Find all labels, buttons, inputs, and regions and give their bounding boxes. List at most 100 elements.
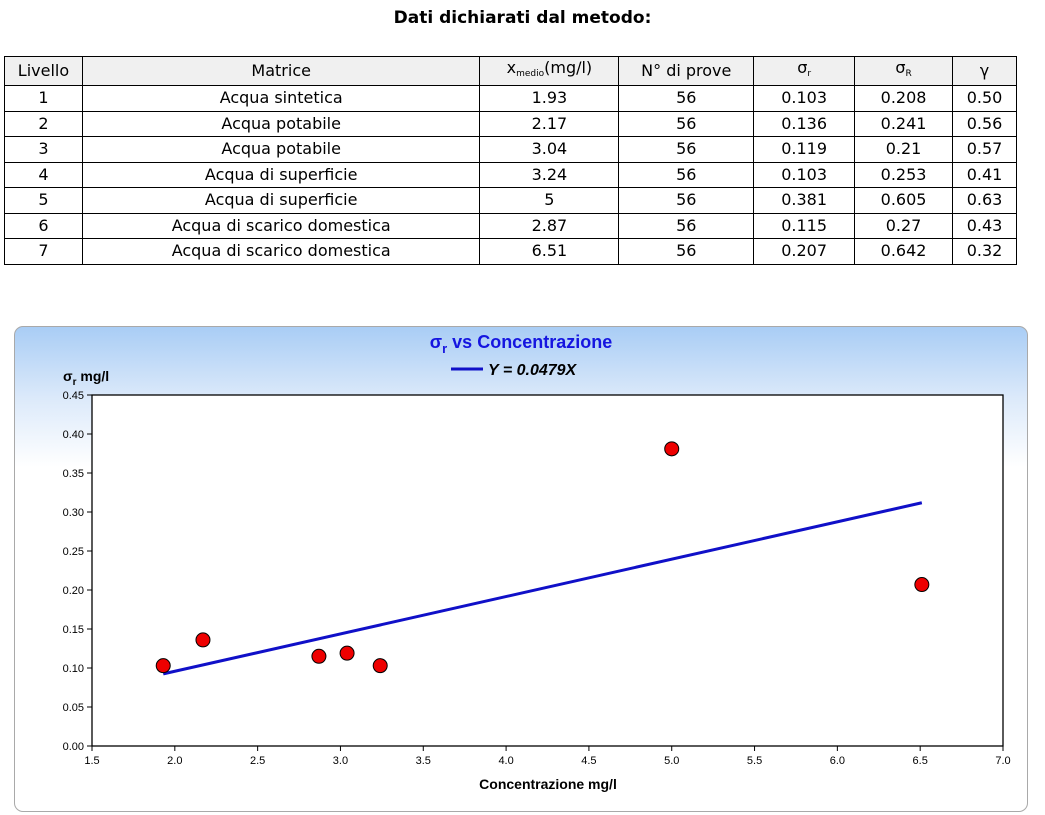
y-tick-label: 0.15 [63, 624, 84, 636]
data-point [372, 658, 388, 674]
cell-sigma-R: 0.253 [854, 161, 953, 188]
cell-sigma-R: 0.27 [854, 212, 953, 239]
cell-prove: 56 [618, 110, 755, 137]
cell-sigma-r: 0.136 [753, 110, 856, 137]
header-sigma-r: σr [753, 56, 856, 86]
cell-prove: 56 [618, 238, 755, 265]
cell-xmedio: 2.87 [479, 212, 620, 239]
cell-sigma-r: 0.207 [753, 238, 856, 265]
cell-prove: 56 [618, 161, 755, 188]
cell-sigma-R: 0.208 [854, 85, 953, 112]
header-gamma: γ [952, 56, 1017, 86]
plot-area [91, 394, 1004, 747]
x-tick-label: 7.0 [995, 755, 1010, 767]
cell-sigma-r: 0.103 [753, 161, 856, 188]
cell-gamma: 0.43 [952, 212, 1017, 239]
chart-title-subscript: r [442, 341, 447, 356]
cell-xmedio: 2.17 [479, 110, 620, 137]
cell-xmedio: 3.24 [479, 161, 620, 188]
cell-gamma: 0.41 [952, 161, 1017, 188]
fit-line [162, 501, 923, 676]
cell-matrice: Acqua di scarico domestica [81, 238, 481, 265]
x-tick-label: 6.5 [913, 755, 928, 767]
header-xmedio: xmedio(mg/l) [479, 56, 620, 86]
scatter-chart: σr vs Concentrazione Y = 0.0479X σr mg/l… [63, 332, 1011, 792]
table-row: 1 Acqua sintetica 1.93 56 0.103 0.208 0.50 [4, 85, 1017, 112]
cell-gamma: 0.50 [952, 85, 1017, 112]
data-point [914, 577, 930, 593]
data-point [195, 632, 211, 648]
cell-prove: 56 [618, 85, 755, 112]
cell-livello: 6 [4, 212, 83, 239]
method-data-table: Livello Matrice xmedio(mg/l) N° di prove… [4, 56, 1017, 265]
table-row: 7 Acqua di scarico domestica 6.51 56 0.207 0.… [4, 238, 1017, 265]
cell-xmedio: 1.93 [479, 85, 620, 112]
x-tick-label: 5.5 [747, 755, 762, 767]
cell-matrice: Acqua di scarico domestica [81, 212, 481, 239]
header-xmedio-subscript: medio [516, 69, 545, 79]
y-tick-label: 0.05 [63, 702, 84, 714]
cell-matrice: Acqua di superficie [81, 161, 481, 188]
cell-livello: 5 [4, 187, 83, 214]
data-point [155, 658, 171, 674]
header-prove: N° di prove [618, 56, 755, 86]
cell-prove: 56 [618, 136, 755, 163]
header-xmedio-unit: (mg/l) [544, 58, 593, 77]
y-tick-label: 0.00 [63, 741, 84, 753]
cell-matrice: Acqua potabile [81, 110, 481, 137]
header-matrice: Matrice [81, 56, 481, 86]
page-title: Dati dichiarati dal metodo: [393, 8, 652, 28]
cell-sigma-R: 0.605 [854, 187, 953, 214]
header-livello: Livello [4, 56, 83, 86]
cell-sigma-R: 0.642 [854, 238, 953, 265]
y-tick-label: 0.35 [63, 468, 84, 480]
table-row: 5 Acqua di superficie 5 56 0.381 0.605 0.63 [4, 187, 1017, 214]
cell-prove: 56 [618, 187, 755, 214]
cell-sigma-R: 0.21 [854, 136, 953, 163]
x-tick-label: 3.5 [416, 755, 431, 767]
chart-title: σr vs Concentrazione [430, 332, 612, 356]
table-header-row: Livello Matrice xmedio(mg/l) N° di prove… [4, 56, 1017, 86]
legend-fit-label: Y = 0.0479X [488, 362, 578, 379]
y-tick-label: 0.20 [63, 585, 84, 597]
y-axis-title-subscript: r [73, 377, 77, 388]
cell-sigma-r: 0.381 [753, 187, 856, 214]
cell-prove: 56 [618, 212, 755, 239]
y-tick-label: 0.40 [63, 429, 84, 441]
cell-gamma: 0.63 [952, 187, 1017, 214]
chart-card: σr vs Concentrazione Y = 0.0479X σr mg/l… [14, 326, 1028, 812]
cell-gamma: 0.57 [952, 136, 1017, 163]
y-tick-label: 0.45 [63, 390, 84, 402]
cell-livello: 3 [4, 136, 83, 163]
cell-gamma: 0.32 [952, 238, 1017, 265]
x-tick-label: 5.0 [664, 755, 679, 767]
cell-livello: 7 [4, 238, 83, 265]
header-xmedio-symbol: x [506, 58, 517, 77]
cell-sigma-r: 0.103 [753, 85, 856, 112]
cell-sigma-r: 0.115 [753, 212, 856, 239]
cell-matrice: Acqua di superficie [81, 187, 481, 214]
header-sigma-R-subscript: R [905, 69, 912, 79]
table-row: 2 Acqua potabile 2.17 56 0.136 0.241 0.56 [4, 110, 1017, 137]
table-row: 4 Acqua di superficie 3.24 56 0.103 0.253 0.41 [4, 161, 1017, 188]
header-sigma-r-symbol: σ [797, 58, 808, 77]
x-tick-label: 6.0 [830, 755, 845, 767]
cell-xmedio: 6.51 [479, 238, 620, 265]
header-sigma-R: σR [854, 56, 953, 86]
y-tick-label: 0.25 [63, 546, 84, 558]
cell-matrice: Acqua potabile [81, 136, 481, 163]
header-sigma-r-subscript: r [807, 69, 812, 79]
x-tick-label: 4.5 [581, 755, 596, 767]
y-tick-label: 0.30 [63, 507, 84, 519]
x-tick-label: 3.0 [333, 755, 348, 767]
data-points [155, 441, 930, 674]
header-sigma-R-symbol: σ [895, 58, 906, 77]
table-row: 3 Acqua potabile 3.04 56 0.119 0.21 0.57 [4, 136, 1017, 163]
y-axis-title: σr mg/l [63, 368, 109, 388]
x-tick-label: 2.0 [167, 755, 182, 767]
data-point [664, 441, 680, 457]
cell-livello: 2 [4, 110, 83, 137]
y-tick-label: 0.10 [63, 663, 84, 675]
x-axis: 1.5 2.0 2.5 3.0 3.5 4.0 4.5 5.0 5.5 6.0 6.5 7.0 [84, 746, 1011, 767]
cell-xmedio: 5 [479, 187, 620, 214]
